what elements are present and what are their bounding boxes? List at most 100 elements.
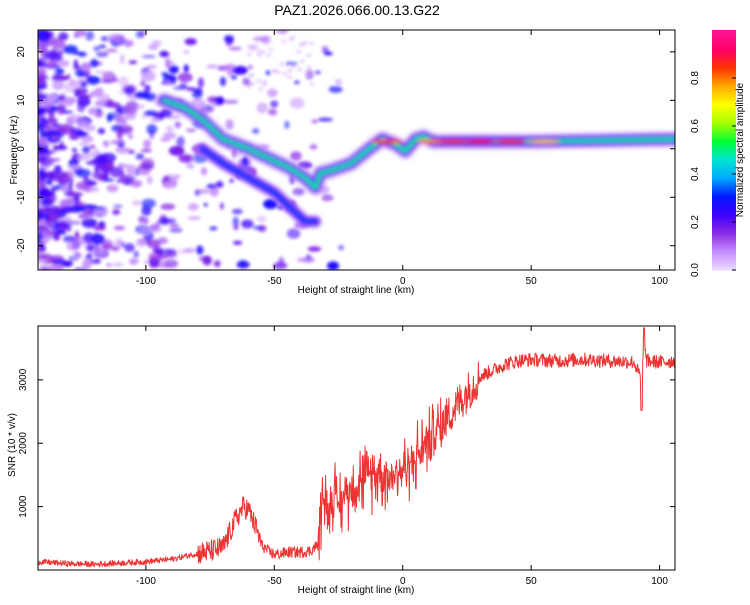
colorbar-band (712, 72, 736, 75)
noise-blob (113, 204, 123, 208)
colorbar-tick-label: 0.8 (690, 71, 701, 85)
noise-blob (288, 37, 294, 41)
noise-blob (160, 203, 176, 211)
noise-blob (144, 92, 157, 102)
spectrogram-ytick-label: -10 (16, 190, 27, 205)
colorbar-band (712, 64, 736, 67)
noise-blob (224, 64, 236, 69)
colorbar-band (712, 242, 736, 245)
snr-panel: -100 -50 0 50 100 1000 2000 3000 Height of stra… (7, 325, 676, 596)
noise-blob (143, 217, 149, 225)
noise-blob (159, 50, 169, 58)
noise-blob (223, 99, 239, 104)
noise-blob (38, 196, 43, 208)
noise-blob (51, 39, 66, 50)
colorbar-band (712, 110, 736, 113)
noise-blob (135, 238, 146, 248)
noise-blob (150, 224, 159, 229)
colorbar-band (712, 172, 736, 175)
noise-blob (140, 148, 153, 153)
noise-blob (146, 123, 158, 135)
spectrogram-xtick-label: 100 (651, 276, 668, 287)
noise-blob (38, 67, 46, 76)
colorbar-band (712, 52, 736, 55)
spectrogram-ytick-label: 10 (16, 94, 27, 106)
colorbar-band (712, 100, 736, 103)
colorbar-band (712, 186, 736, 189)
noise-blob (122, 39, 134, 48)
spectrogram-xtick-label: -50 (267, 276, 282, 287)
noise-blob (164, 218, 177, 224)
noise-blob (273, 261, 288, 270)
noise-blob (89, 186, 99, 193)
colorbar-band (712, 82, 736, 85)
noise-blob (206, 183, 217, 189)
noise-blob (231, 75, 237, 80)
noise-blob (203, 202, 208, 207)
noise-blob (117, 112, 123, 121)
noise-blob (38, 138, 48, 142)
noise-blob (38, 116, 46, 120)
noise-blob (155, 220, 161, 226)
colorbar-band (712, 236, 736, 239)
colorbar-band (712, 184, 736, 187)
noise-blob (78, 142, 89, 146)
noise-blob (62, 97, 75, 107)
noise-blob (140, 70, 156, 82)
noise-blob (50, 135, 60, 141)
snr-ytick-label: 2000 (18, 432, 29, 455)
noise-blob (89, 59, 99, 68)
noise-blob (165, 125, 174, 133)
noise-blob (81, 259, 92, 270)
colorbar-band (712, 206, 736, 209)
noise-blob (51, 80, 65, 91)
colorbar-band (712, 166, 736, 169)
noise-blob (194, 189, 200, 197)
noise-blob (93, 46, 100, 51)
noise-blob (81, 135, 94, 143)
noise-blob (209, 186, 219, 197)
colorbar-band (712, 132, 736, 135)
noise-blob (252, 36, 268, 42)
noise-blob (63, 44, 78, 54)
colorbar-band (712, 156, 736, 159)
colorbar-band (712, 34, 736, 37)
colorbar-band (712, 200, 736, 203)
figure-title: PAZ1.2026.066.00.13.G22 (274, 2, 440, 18)
colorbar-band (712, 68, 736, 71)
colorbar-band (712, 260, 736, 263)
colorbar-band (712, 86, 736, 89)
noise-blob (323, 51, 333, 56)
noise-blob (120, 115, 136, 119)
noise-blob (306, 54, 312, 58)
noise-blob (45, 117, 58, 125)
colorbar-band (712, 128, 736, 131)
colorbar-band (712, 56, 736, 59)
colorbar-band (712, 142, 736, 145)
colorbar-band (712, 50, 736, 53)
noise-blob (142, 139, 152, 149)
colorbar-band (712, 230, 736, 233)
noise-blob (299, 257, 316, 263)
noise-blob (300, 43, 306, 47)
noise-blob (256, 79, 262, 83)
noise-blob (84, 210, 89, 221)
noise-blob (157, 261, 173, 269)
noise-blob (251, 47, 257, 51)
noise-blob (186, 164, 195, 169)
colorbar-band (712, 244, 736, 247)
noise-blob (317, 117, 333, 122)
colorbar-band (712, 268, 736, 271)
noise-blob (38, 148, 47, 155)
noise-blob (91, 171, 107, 180)
noise-blob (187, 216, 201, 220)
snr-plot-area (38, 326, 675, 570)
colorbar-band (712, 94, 736, 97)
colorbar-band (712, 262, 736, 265)
noise-blob (262, 80, 268, 84)
noise-blob (83, 232, 95, 244)
snr-frame (37, 325, 676, 571)
ridge-peak (438, 139, 471, 144)
